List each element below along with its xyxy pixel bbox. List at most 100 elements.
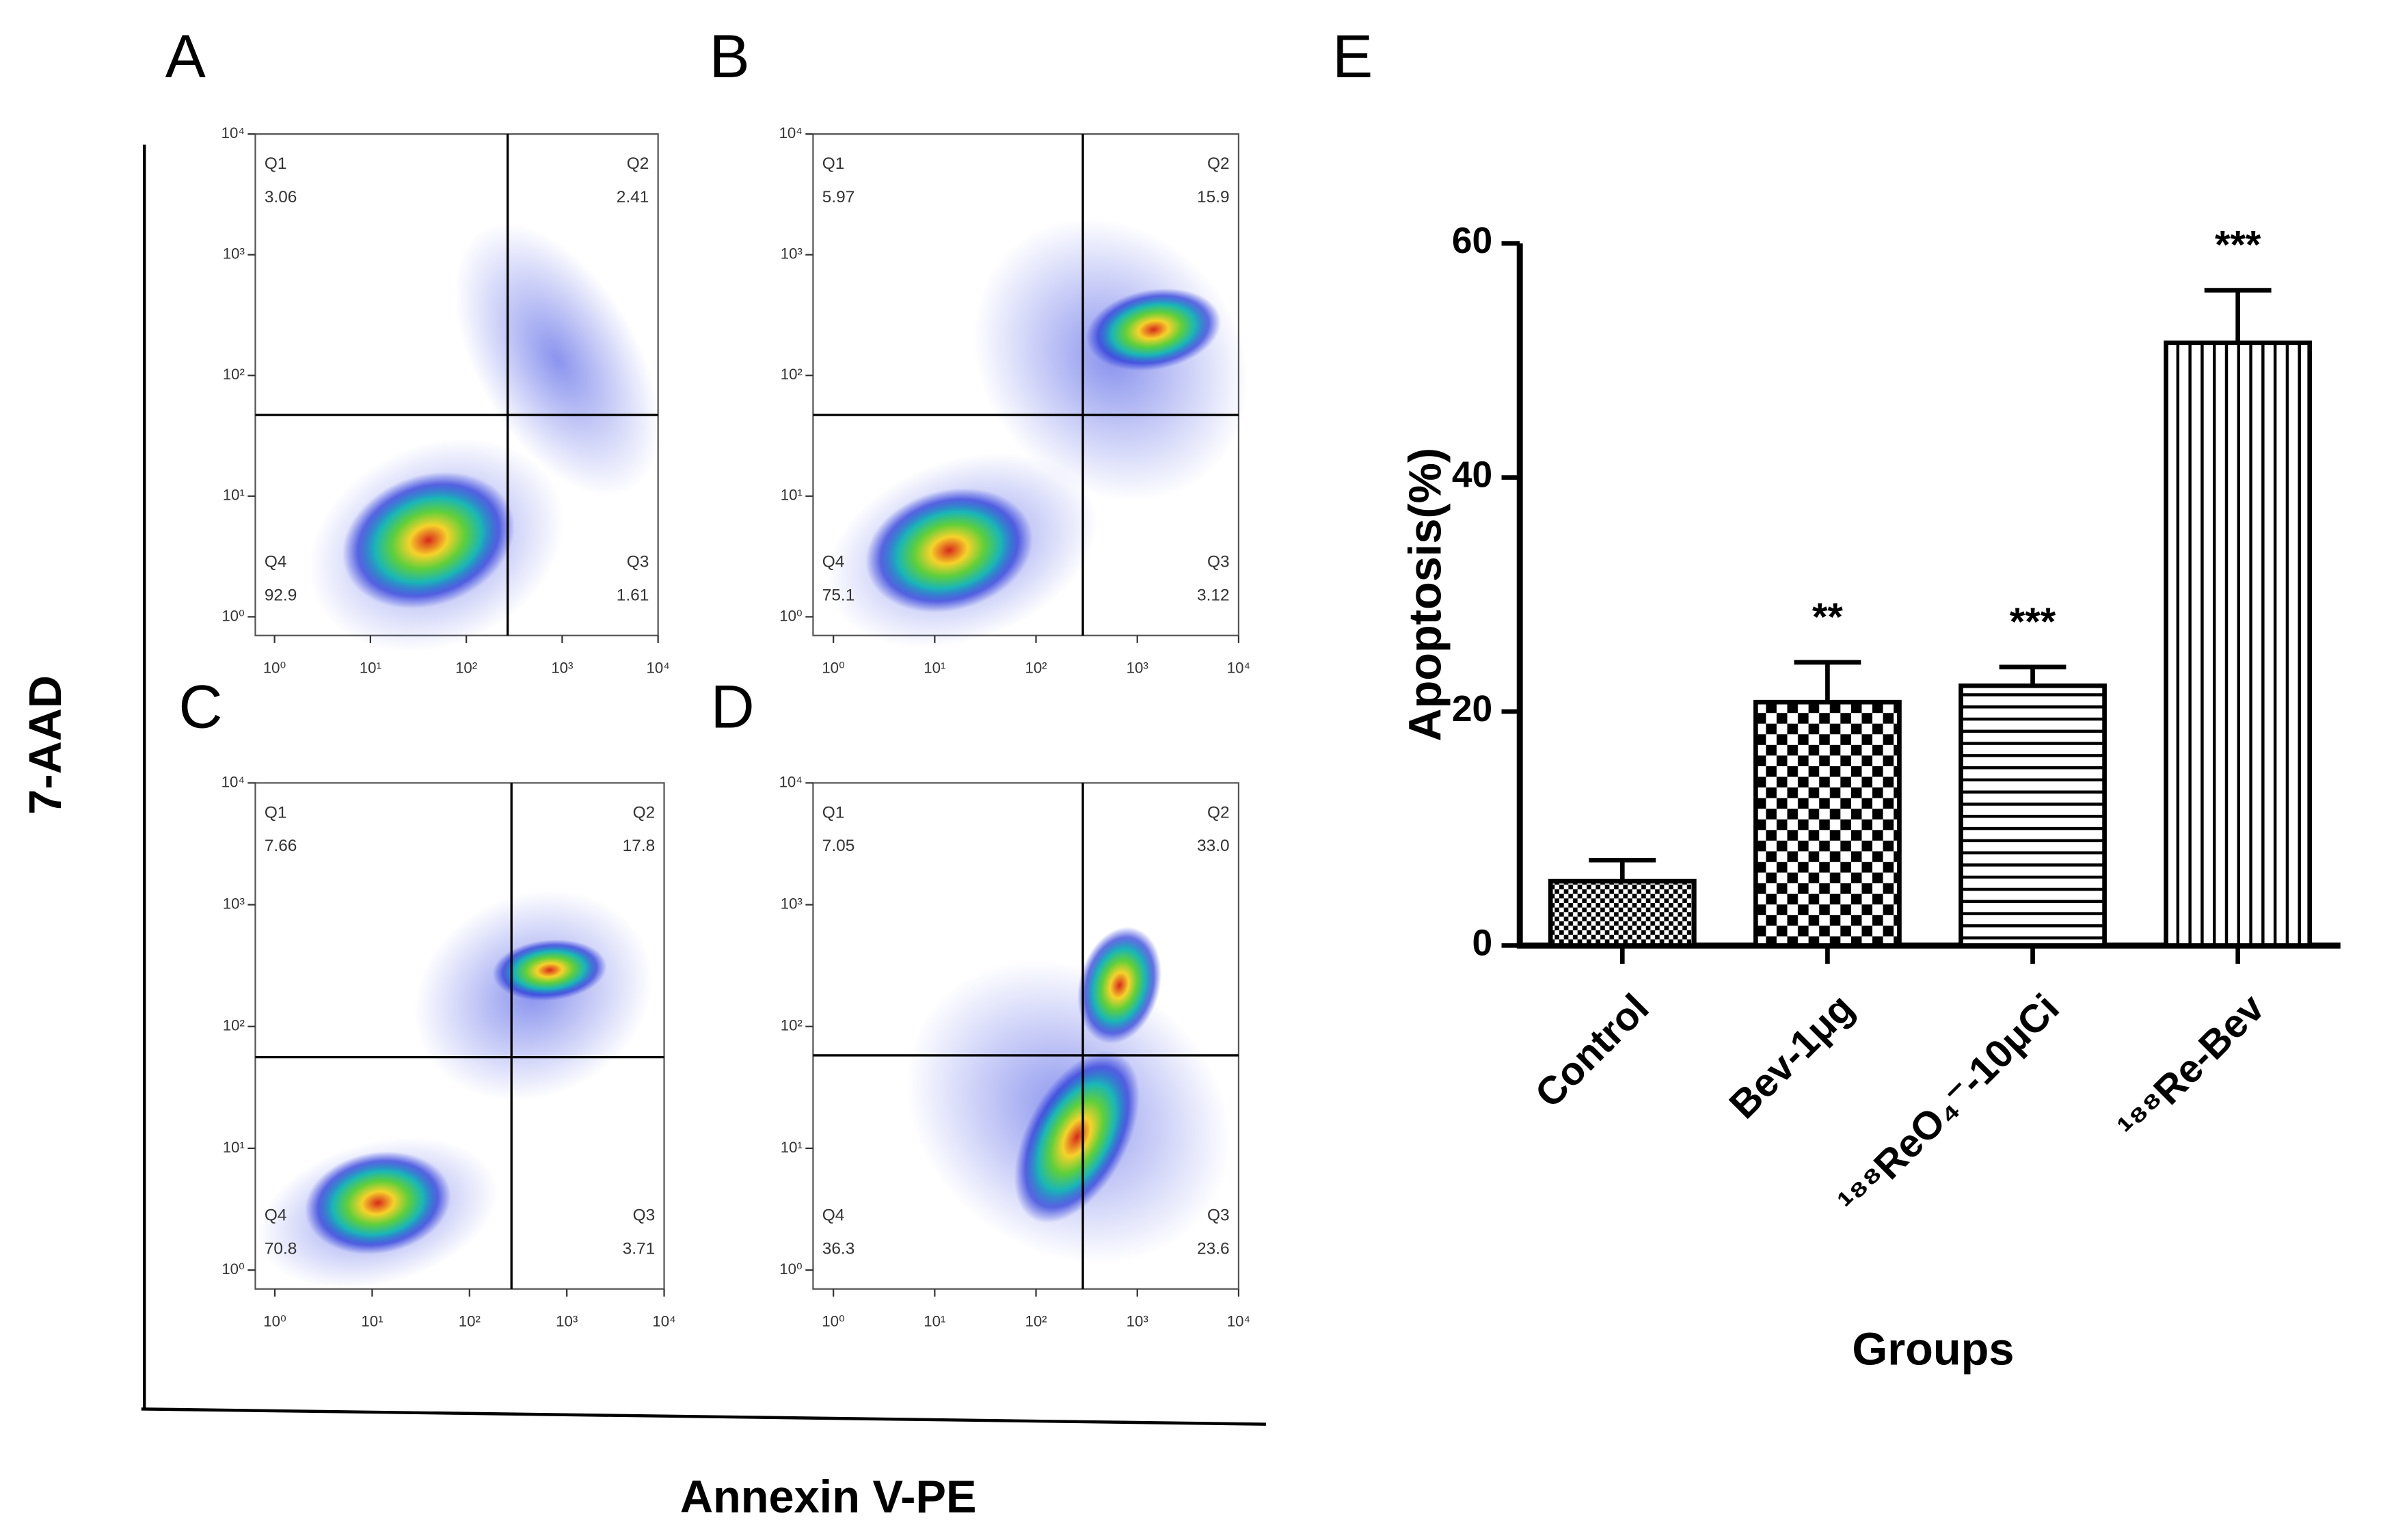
density-cloud — [305, 1151, 451, 1255]
density-cloud — [1086, 288, 1222, 371]
y-tick-label: 10⁰ — [779, 1260, 803, 1278]
panel-label: B — [709, 23, 749, 90]
x-tick-label: 10³ — [556, 1313, 578, 1330]
x-tick-label: Bev-1μg — [1721, 986, 1863, 1127]
significance-label: *** — [2010, 600, 2056, 644]
quadrant-value: 70.8 — [265, 1239, 297, 1258]
quadrant-value: 3.12 — [1197, 586, 1230, 604]
significance-label: ** — [1812, 595, 1843, 639]
y-tick-label: 10³ — [781, 895, 803, 912]
x-tick-label: 10⁴ — [652, 1313, 675, 1330]
quadrant-value: 3.06 — [265, 188, 297, 206]
y-tick-label: 10¹ — [781, 1139, 803, 1156]
frame-axis — [141, 1407, 1266, 1426]
quadrant-value: 23.6 — [1197, 1239, 1230, 1258]
y-tick-label: 0 — [1472, 923, 1493, 963]
quadrant-name: Q1 — [822, 803, 845, 822]
y-tick-label: 10³ — [223, 245, 245, 262]
quadrant-name: Q1 — [822, 154, 845, 173]
y-tick-label: 10² — [223, 1017, 245, 1034]
y-tick-label: 10⁴ — [221, 124, 245, 141]
y-tick-label: 10⁰ — [221, 1260, 245, 1278]
y-tick-label: 10⁴ — [221, 773, 245, 790]
quadrant-name: Q3 — [1207, 1206, 1230, 1224]
y-tick-label: 10² — [223, 366, 245, 383]
density-cloud — [1014, 1051, 1140, 1224]
bar — [1548, 878, 1697, 948]
density-cloud — [492, 939, 607, 1001]
x-tick-label: 10² — [1025, 660, 1047, 677]
y-tick-label: 10² — [781, 1017, 803, 1034]
x-tick-label: 10³ — [551, 660, 573, 677]
x-tick-label: 10⁰ — [263, 1313, 286, 1330]
quadrant-name: Q3 — [627, 552, 649, 571]
y-tick-label: 10¹ — [781, 487, 803, 504]
y-tick-label: 10³ — [223, 895, 245, 912]
quadrant-name: Q3 — [633, 1206, 656, 1224]
quadrant-name: Q4 — [822, 552, 845, 571]
panel-label: A — [165, 23, 206, 90]
quadrant-name: Q2 — [633, 803, 656, 822]
x-tick-label: 10⁰ — [822, 1313, 845, 1330]
y-tick-label: 10¹ — [223, 487, 245, 504]
y-tick-label: 20 — [1452, 689, 1492, 729]
bar — [2164, 340, 2313, 948]
x-axis-label: Groups — [1852, 1325, 2014, 1375]
y-axis-label: 7-AAD — [21, 675, 71, 815]
x-tick-label: ¹⁸⁸Re-Bev — [2110, 986, 2272, 1148]
quadrant-name: Q2 — [1207, 154, 1230, 173]
quadrant-value: 33.0 — [1197, 837, 1230, 855]
y-tick-label: 10⁴ — [779, 773, 803, 790]
quadrant-value: 36.3 — [822, 1239, 855, 1258]
quadrant-value: 2.41 — [617, 188, 649, 206]
x-tick-label: 10¹ — [924, 1313, 945, 1330]
x-tick-label: 10¹ — [360, 660, 381, 677]
quadrant-value: 7.66 — [265, 837, 297, 855]
y-tick-label: 10¹ — [223, 1139, 245, 1156]
x-axis-label: Annexin V-PE — [680, 1472, 977, 1522]
quadrant-name: Q1 — [265, 154, 287, 173]
x-tick-label: 10⁰ — [263, 660, 286, 677]
quadrant-value: 75.1 — [822, 586, 855, 604]
x-tick-label: 10⁴ — [1227, 660, 1250, 677]
y-axis-label: Apoptosis(%) — [1400, 448, 1451, 742]
quadrant-value: 92.9 — [265, 586, 297, 604]
x-tick-label: ¹⁸⁸ReO₄⁻-10μCi — [1830, 986, 2068, 1224]
x-tick-label: 10³ — [1127, 1313, 1148, 1330]
density-cloud — [865, 488, 1034, 612]
y-tick-label: 60 — [1452, 221, 1492, 261]
density-cloud — [342, 472, 515, 609]
quadrant-value: 7.05 — [822, 837, 855, 855]
x-tick-label: 10³ — [1127, 660, 1148, 677]
y-tick-label: 10² — [781, 366, 803, 383]
quadrant-value: 3.71 — [623, 1239, 656, 1258]
x-tick-label: 10² — [455, 660, 477, 677]
quadrant-value: 1.61 — [617, 586, 649, 604]
density-cloud — [455, 223, 660, 496]
quadrant-value: 17.8 — [623, 837, 656, 855]
significance-label: *** — [2215, 224, 2261, 267]
x-tick-label: 10¹ — [361, 1313, 383, 1330]
bar — [1958, 683, 2107, 948]
x-tick-label: 10¹ — [924, 660, 945, 677]
quadrant-name: Q4 — [822, 1206, 845, 1224]
quadrant-value: 15.9 — [1197, 188, 1230, 206]
quadrant-name: Q4 — [265, 552, 287, 571]
quadrant-name: Q4 — [265, 1206, 287, 1224]
y-tick-label: 10⁴ — [779, 124, 803, 141]
x-tick-label: 10² — [459, 1313, 481, 1330]
x-tick-label: 10⁴ — [1227, 1313, 1250, 1330]
x-tick-label: 10⁴ — [647, 660, 670, 677]
quadrant-name: Q1 — [265, 803, 287, 822]
panel-label: D — [710, 673, 754, 740]
density-cloud — [1077, 926, 1162, 1044]
x-tick-label: Control — [1527, 986, 1658, 1116]
panel-label: C — [178, 673, 222, 740]
y-tick-label: 10⁰ — [221, 607, 245, 624]
panel-label: E — [1332, 23, 1373, 90]
x-tick-label: 10² — [1025, 1313, 1047, 1330]
quadrant-name: Q2 — [1207, 803, 1230, 822]
quadrant-value: 5.97 — [822, 188, 855, 206]
y-tick-label: 10⁰ — [779, 607, 803, 624]
